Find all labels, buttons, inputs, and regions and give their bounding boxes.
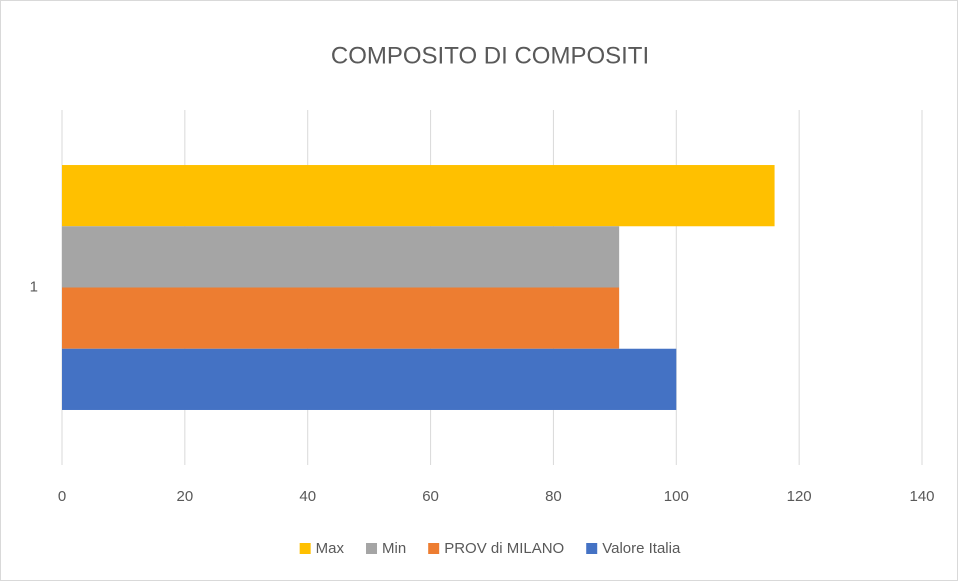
bar [62, 287, 620, 349]
legend-label: Valore Italia [602, 540, 681, 557]
legend-label: Max [316, 540, 345, 557]
legend-swatch [299, 543, 311, 554]
legend-swatch [428, 543, 440, 554]
x-tick-label: 80 [545, 488, 562, 505]
x-tick-label: 0 [58, 488, 66, 505]
legend-label: PROV di MILANO [444, 540, 564, 557]
bar [62, 348, 677, 410]
x-tick-label: 40 [299, 488, 316, 505]
x-tick-label: 20 [177, 488, 194, 505]
legend-label: Min [382, 540, 406, 557]
legend-swatch [366, 543, 378, 554]
chart-title: COMPOSITO DI COMPOSITI [331, 42, 649, 69]
legend-swatch [586, 543, 598, 554]
x-tick-label: 100 [664, 488, 689, 505]
bar [62, 226, 620, 288]
x-tick-label: 120 [787, 488, 812, 505]
x-tick-label: 140 [909, 488, 934, 505]
y-tick-label: 1 [30, 278, 38, 295]
bar [62, 165, 775, 227]
x-tick-label: 60 [422, 488, 439, 505]
